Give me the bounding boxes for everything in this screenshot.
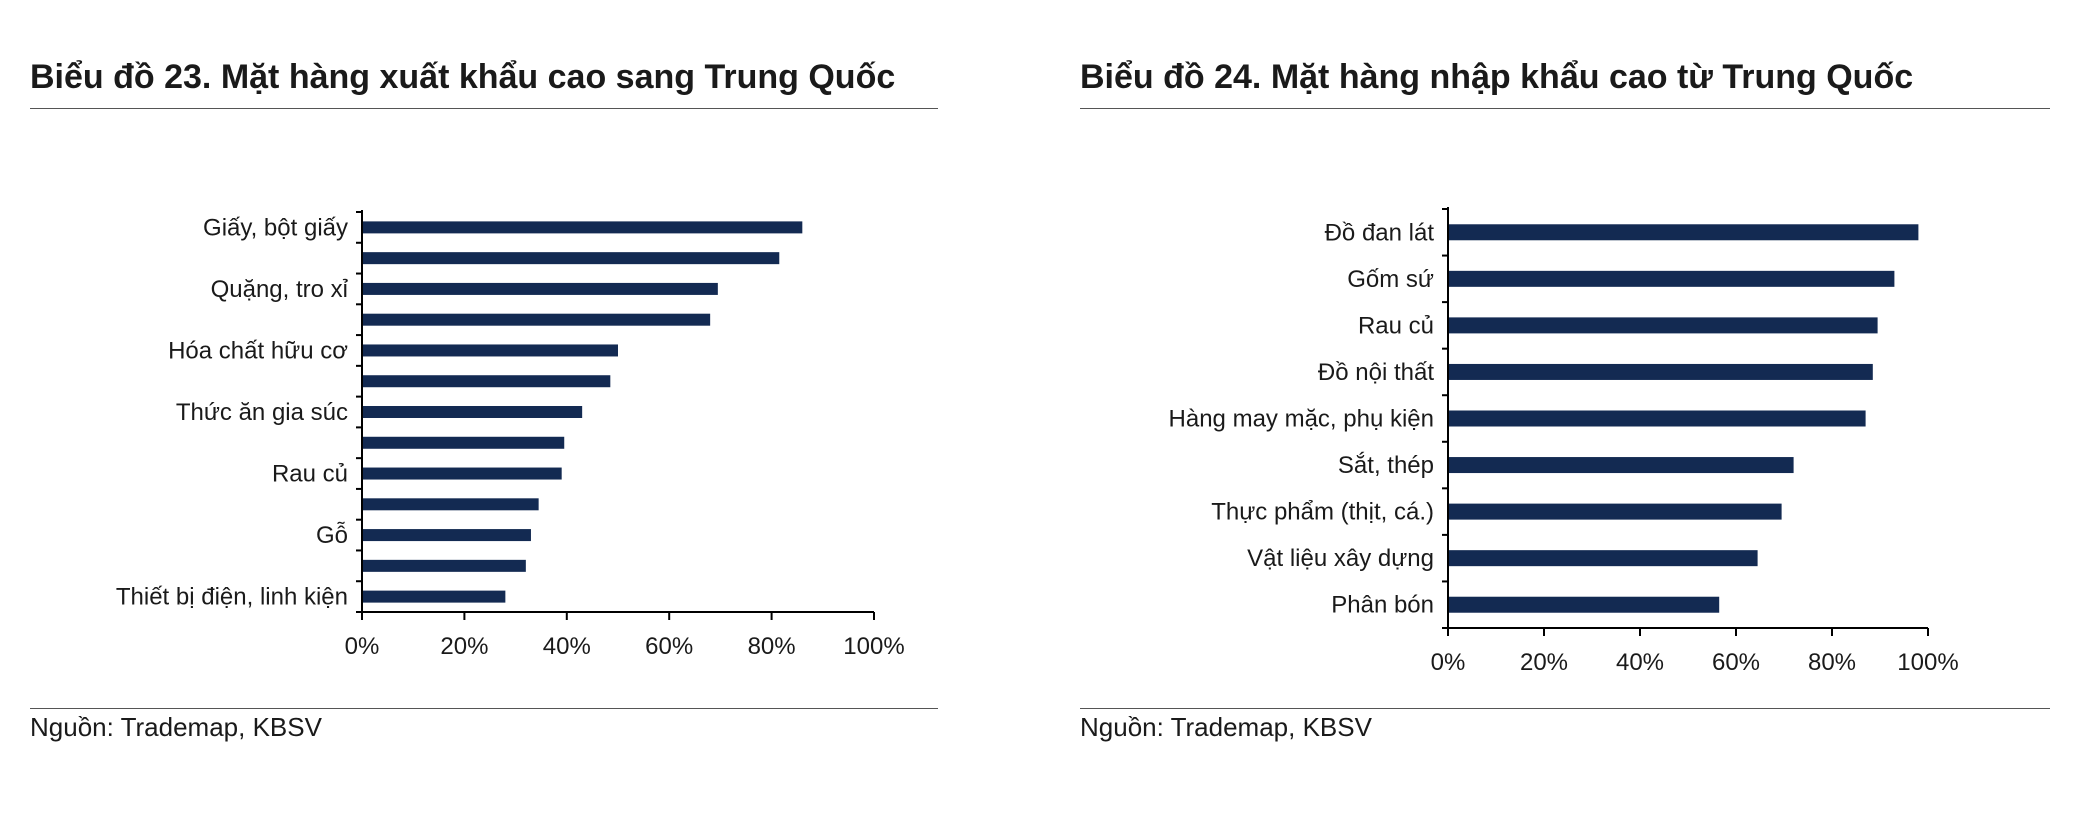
x-tick-label: 20% xyxy=(1520,649,1568,676)
chart-title-export: Biểu đồ 23. Mặt hàng xuất khẩu cao sang … xyxy=(30,58,896,96)
bar-chart-import: 0% 20% 40% 60% 80% 100% Đồ đan lát Gốm sứ Rau củ… xyxy=(1169,207,1959,676)
bar xyxy=(362,406,583,418)
bar xyxy=(362,344,618,357)
bar xyxy=(1448,550,1758,567)
x-tick-label: 80% xyxy=(748,633,796,660)
category-label: Quặng, tro xỉ xyxy=(211,276,349,303)
category-label: Sắt, thép xyxy=(1338,452,1434,479)
category-label: Rau củ xyxy=(272,461,348,488)
category-label: Rau củ xyxy=(1358,312,1434,339)
category-label: Giấy, bột giấy xyxy=(203,214,348,241)
category-label: Phân bón xyxy=(1331,592,1434,619)
bar-chart-export: 0% 20% 40% 60% 80% 100% Giấy, bột giấy Quặng, t… xyxy=(116,210,905,660)
bar xyxy=(362,467,562,480)
bar xyxy=(1448,503,1782,520)
source-note: Nguồn: Trademap, KBSV xyxy=(30,712,322,742)
source-rule xyxy=(1080,708,2050,709)
bar xyxy=(1448,596,1720,613)
bar xyxy=(1448,224,1919,241)
bar xyxy=(1448,363,1873,380)
x-tick-label: 40% xyxy=(1616,649,1664,676)
bar xyxy=(362,221,803,234)
category-label: Thiết bị điện, linh kiện xyxy=(116,584,348,611)
category-label: Đồ đan lát xyxy=(1325,219,1435,246)
category-label: Thực phẩm (thịt, cá.) xyxy=(1211,499,1434,526)
source-note: Nguồn: Trademap, KBSV xyxy=(1080,712,1372,742)
x-tick-label: 60% xyxy=(1712,649,1760,676)
category-label: Vật liệu xây dựng xyxy=(1247,545,1434,572)
x-tick-label: 40% xyxy=(543,633,591,660)
bar xyxy=(362,559,526,572)
bar xyxy=(362,282,718,295)
x-tick-label: 60% xyxy=(645,633,693,660)
bar xyxy=(362,529,531,542)
category-label: Thức ăn gia súc xyxy=(176,399,348,426)
title-rule xyxy=(1080,108,2050,109)
bar xyxy=(1448,317,1878,334)
bar xyxy=(362,498,539,511)
source-rule xyxy=(30,708,938,709)
bar xyxy=(362,436,565,449)
bar xyxy=(362,313,711,326)
x-tick-label: 0% xyxy=(345,633,380,660)
chart-title-import: Biểu đồ 24. Mặt hàng nhập khẩu cao từ Tr… xyxy=(1080,58,1914,96)
chart-panel-import: Biểu đồ 24. Mặt hàng nhập khẩu cao từ Tr… xyxy=(1040,0,2074,830)
category-label: Hàng may mặc, phụ kiện xyxy=(1169,406,1434,433)
category-label: Gỗ xyxy=(316,522,348,549)
bar xyxy=(1448,457,1794,474)
bar xyxy=(1448,410,1866,427)
x-tick-label: 100% xyxy=(1897,649,1958,676)
category-label: Đồ nội thất xyxy=(1318,359,1434,386)
bar xyxy=(362,375,611,388)
x-tick-label: 0% xyxy=(1431,649,1466,676)
x-tick-label: 80% xyxy=(1808,649,1856,676)
bar xyxy=(1448,270,1895,287)
bar xyxy=(362,590,506,603)
chart-panel-export: Biểu đồ 23. Mặt hàng xuất khẩu cao sang … xyxy=(30,58,938,742)
category-label: Gốm sứ xyxy=(1347,266,1434,293)
title-rule xyxy=(30,108,938,109)
category-label: Hóa chất hữu cơ xyxy=(168,337,348,364)
x-tick-label: 20% xyxy=(440,633,488,660)
bar xyxy=(362,252,780,265)
x-tick-label: 100% xyxy=(843,633,904,660)
